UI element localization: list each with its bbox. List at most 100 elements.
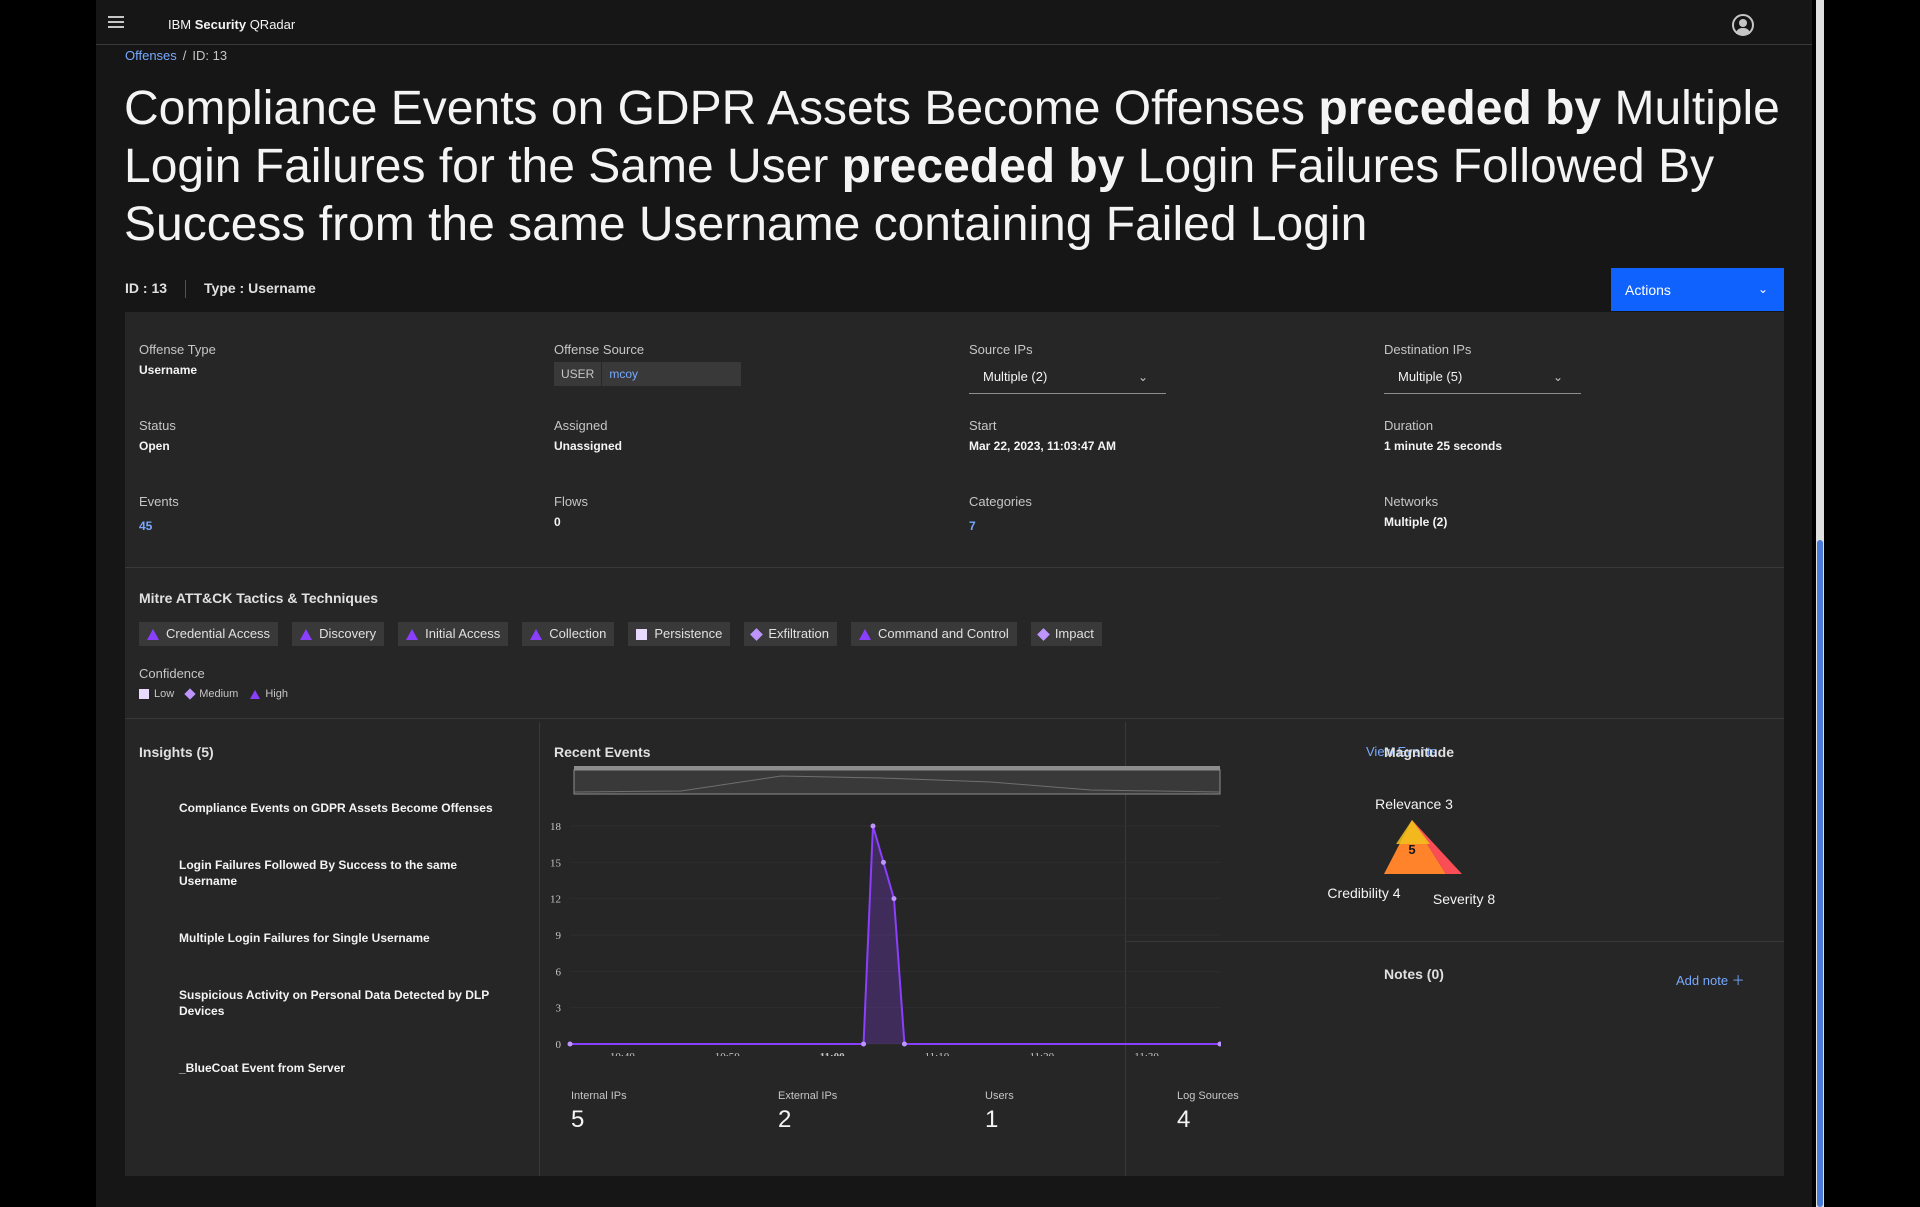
insight-item[interactable]: Compliance Events on GDPR Assets Become …	[179, 801, 493, 815]
start-value: Mar 22, 2023, 11:03:47 AM	[969, 439, 1116, 453]
mitre-tag-impact[interactable]: Impact	[1030, 622, 1102, 646]
mitre-tag-label: Exfiltration	[768, 626, 830, 641]
confidence-field: Confidence	[139, 666, 205, 681]
destination-ips-value: Multiple (5)	[1398, 369, 1463, 384]
offense-source-key: USER	[554, 362, 603, 386]
y-tick-label: 18	[550, 821, 562, 833]
data-point	[870, 823, 876, 829]
overview-line	[573, 775, 1221, 793]
recent-events-chart: 0 3 6 9 12 15 18 10:40 10:50 11:00 11:10 11:20 11:30	[550, 766, 1221, 1056]
high-confidence-icon	[250, 689, 261, 699]
view-events-link[interactable]: View Events	[1366, 744, 1438, 759]
brand-product: QRadar	[249, 17, 296, 32]
networks-field: Networks Multiple (2)	[1384, 494, 1447, 529]
magnitude-severity-face	[1412, 820, 1462, 874]
events-link[interactable]: 45	[139, 519, 153, 533]
stat-internal-ips: Internal IPs 5	[571, 1090, 627, 1134]
chevron-down-icon: ⌄	[1552, 370, 1563, 384]
title-keyword-2: preceded by	[841, 140, 1125, 193]
plus-icon: ＋	[1731, 973, 1745, 988]
duration-value: 1 minute 25 seconds	[1384, 439, 1503, 453]
low-confidence-icon	[139, 689, 149, 699]
mitre-tag-persistence[interactable]: Persistence	[628, 622, 731, 646]
magnitude-chart: 5 Relevance 3 Credibility 4 Severity 8	[1327, 796, 1495, 907]
mitre-tag-label: Persistence	[654, 626, 723, 641]
top-bar: IBM Security QRadar	[96, 0, 1812, 45]
mitre-tag-label: Credential Access	[166, 626, 271, 641]
brand: IBM Security QRadar	[168, 17, 295, 32]
status-label: Status	[139, 418, 176, 433]
networks-label: Networks	[1384, 494, 1439, 509]
scrollbar-thumb[interactable]	[1817, 540, 1823, 1207]
mitre-tag-exfiltration[interactable]: Exfiltration	[744, 622, 838, 646]
data-point	[891, 896, 897, 902]
stat-label: External IPs	[778, 1090, 838, 1102]
actions-button[interactable]: Actions ⌄	[1611, 268, 1784, 311]
insight-item[interactable]: Suspicious Activity on Personal Data Det…	[179, 988, 490, 1018]
page-title: Compliance Events on GDPR Assets Become …	[124, 80, 1804, 254]
flows-field: Flows 0	[554, 494, 588, 529]
offense-source-label: Offense Source	[554, 342, 645, 357]
x-tick-label: 10:40	[610, 1051, 636, 1056]
breadcrumb-current: ID: 13	[192, 48, 228, 63]
data-point	[567, 1041, 573, 1047]
flows-label: Flows	[554, 494, 588, 509]
mitre-tag-label: Discovery	[319, 626, 377, 641]
mitre-tag-collection[interactable]: Collection	[522, 622, 615, 646]
mitre-tag-command-and-control[interactable]: Command and Control	[851, 622, 1017, 646]
high-confidence-icon	[147, 628, 159, 640]
source-ips-label: Source IPs	[969, 342, 1033, 357]
legend-low: Low	[154, 688, 175, 700]
y-tick-label: 12	[550, 894, 561, 906]
events-area	[570, 826, 1220, 1044]
stat-log-sources: Log Sources 4	[1177, 1090, 1239, 1134]
offense-panel: Offense Type Username Offense Source USE…	[125, 312, 1784, 1176]
insight-item[interactable]: Multiple Login Failures for Single Usern…	[179, 931, 430, 945]
duration-label: Duration	[1384, 418, 1434, 433]
magnitude-credibility-face	[1384, 820, 1446, 874]
stat-value: 4	[1177, 1106, 1191, 1133]
divider	[1126, 941, 1784, 942]
y-tick-label: 6	[556, 966, 562, 978]
offense-id: ID : 13	[125, 280, 168, 296]
source-ips-dropdown[interactable]: Multiple (2) ⌄	[969, 360, 1166, 394]
categories-link[interactable]: 7	[969, 519, 976, 533]
offense-source-value[interactable]: mcoy	[609, 367, 639, 381]
mitre-tag-credential-access[interactable]: Credential Access	[139, 622, 279, 646]
high-confidence-icon	[859, 628, 872, 640]
destination-ips-dropdown[interactable]: Multiple (5) ⌄	[1384, 360, 1581, 394]
high-confidence-icon	[406, 628, 419, 640]
y-tick-label: 9	[556, 930, 562, 942]
networks-value: Multiple (2)	[1384, 515, 1448, 529]
events-label: Events	[139, 494, 179, 509]
title-part-3: Login Failures Followed By Success from …	[124, 140, 1715, 251]
x-tick-label: 10:50	[715, 1051, 741, 1056]
user-avatar-icon[interactable]	[1732, 14, 1754, 36]
mitre-tag-initial-access[interactable]: Initial Access	[398, 622, 509, 646]
brand-bold: Security	[194, 17, 247, 32]
column-divider	[539, 722, 540, 1176]
offense-source-tag[interactable]: USER mcoy	[554, 362, 741, 386]
column-divider	[1125, 722, 1126, 1176]
y-tick-label: 15	[550, 857, 562, 869]
medium-confidence-icon	[750, 627, 764, 641]
x-tick-label: 11:20	[1029, 1051, 1054, 1056]
status-field: Status Open	[139, 418, 176, 453]
divider	[125, 567, 1784, 568]
add-note-button[interactable]: Add note ＋	[1676, 970, 1745, 989]
legend-medium: Medium	[199, 688, 239, 700]
offense-type-value: Username	[139, 363, 198, 377]
insight-item[interactable]: _BlueCoat Event from Server	[179, 1061, 346, 1075]
mitre-tag-discovery[interactable]: Discovery	[292, 622, 385, 646]
menu-icon[interactable]	[108, 16, 124, 28]
data-point	[1217, 1041, 1221, 1047]
breadcrumb-offenses[interactable]: Offenses	[125, 48, 177, 63]
mitre-tag-label: Collection	[549, 626, 607, 641]
stat-value: 5	[571, 1106, 585, 1133]
page-scrollbar[interactable]	[1816, 0, 1824, 1207]
chevron-down-icon: ⌄	[1757, 282, 1768, 296]
insight-item[interactable]: Login Failures Followed By Success to th…	[179, 858, 458, 888]
categories-field: Categories 7	[969, 494, 1032, 533]
mitre-tag-label: Command and Control	[878, 626, 1009, 641]
stat-label: Users	[985, 1090, 1014, 1102]
